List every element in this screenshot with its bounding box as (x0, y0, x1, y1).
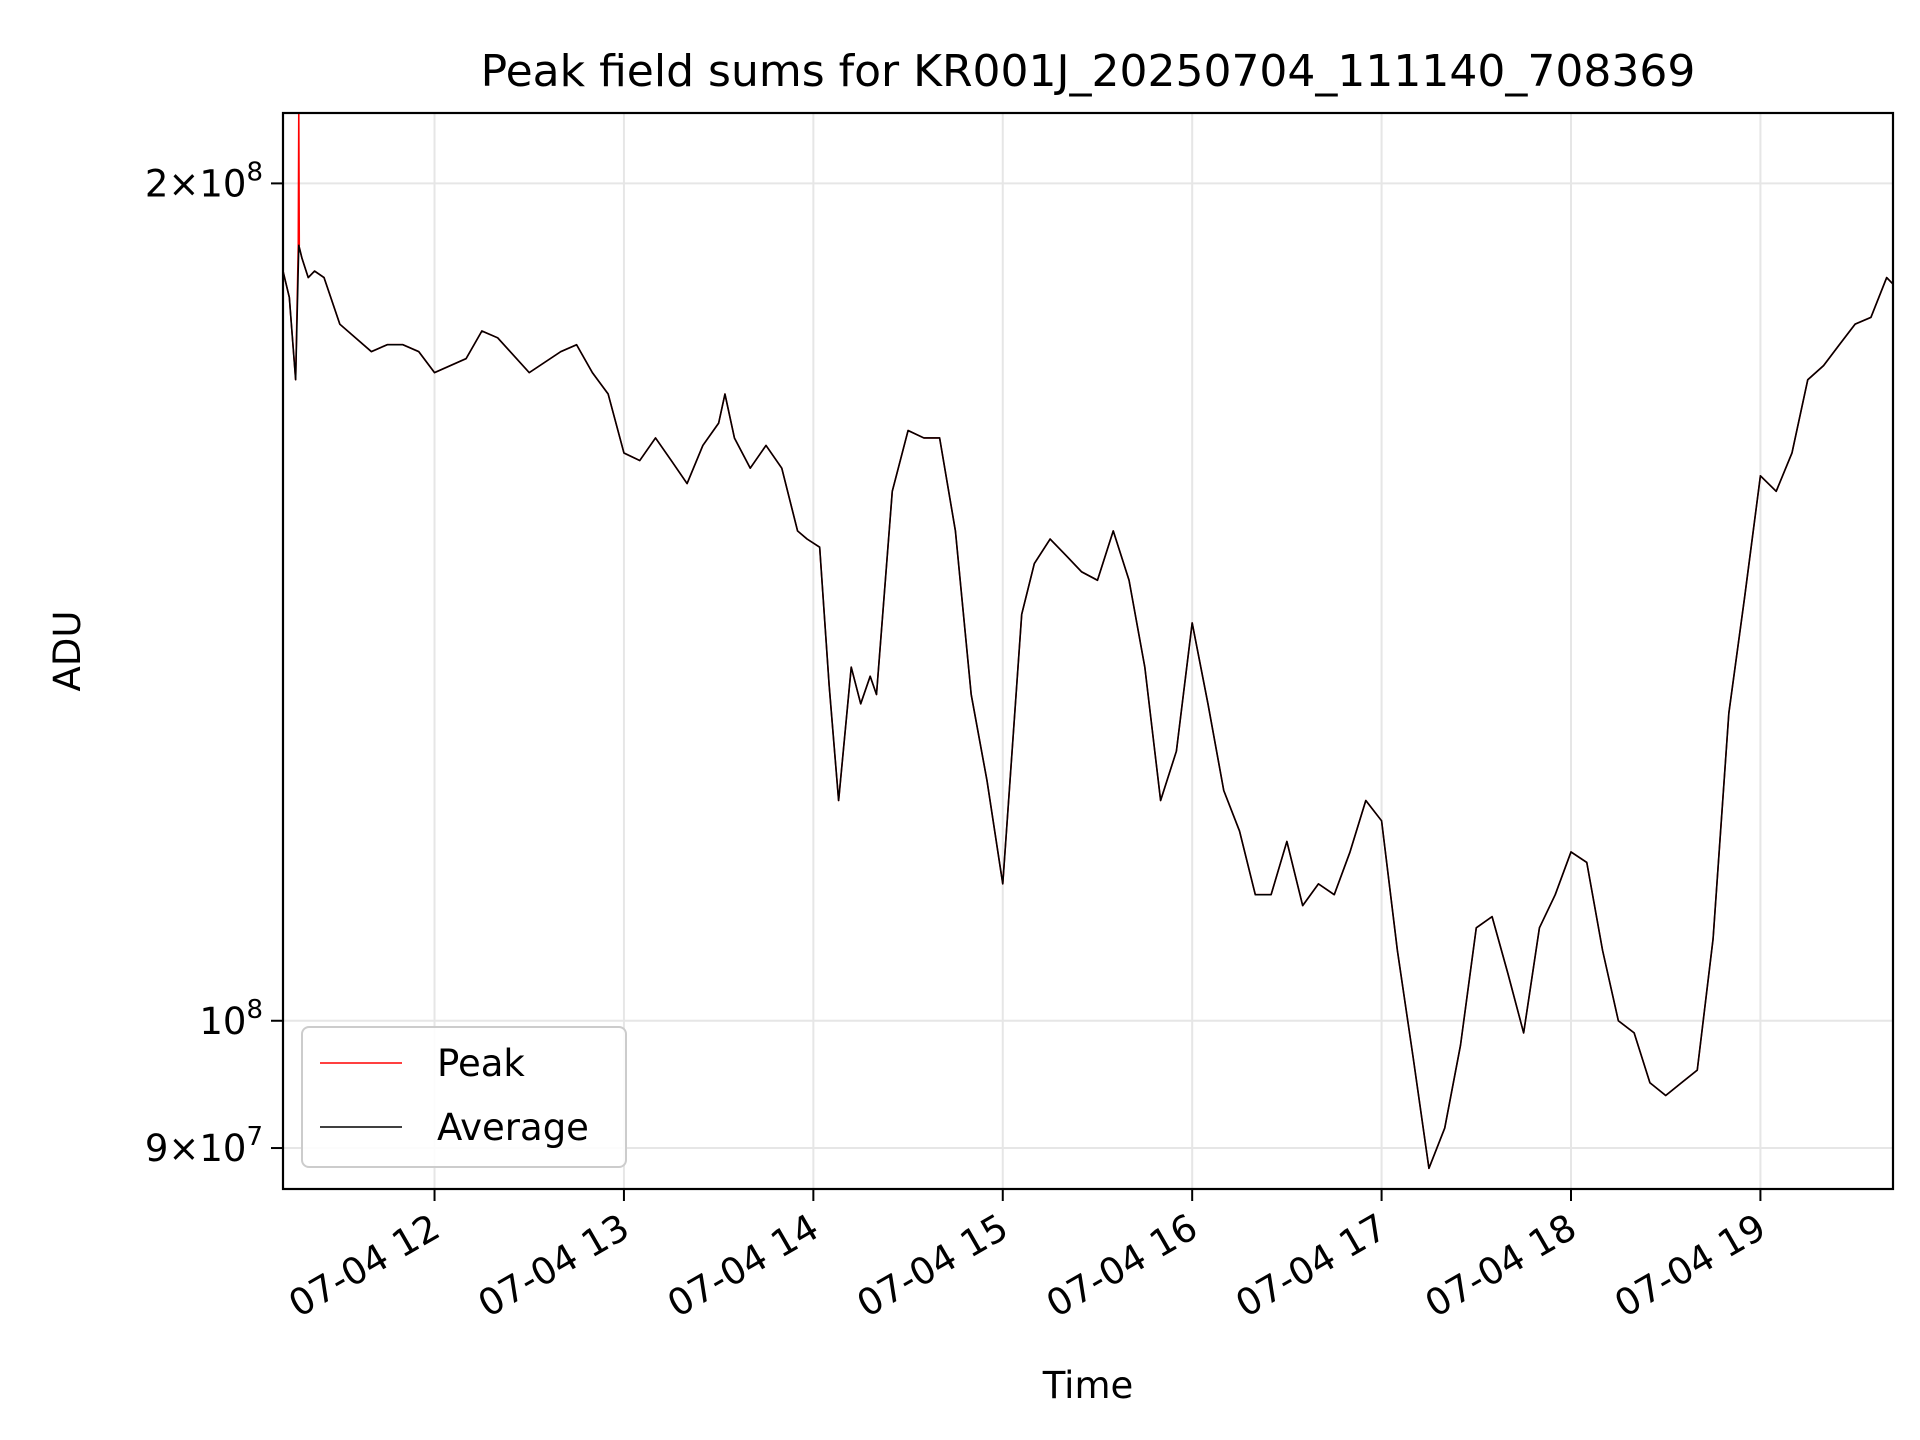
y-axis-title: ADU (46, 611, 89, 692)
legend: Peak Average (301, 1026, 627, 1168)
y-tick-label: 2×108 (145, 157, 263, 205)
plot-frame (281, 111, 1895, 1191)
series-line-average (282, 244, 1894, 1170)
x-axis-title: Time (1042, 1364, 1134, 1407)
series-layer (282, 112, 1894, 1170)
y-tick-label: 9×107 (145, 1122, 263, 1170)
legend-label-average: Average (437, 1106, 589, 1149)
legend-label-peak: Peak (437, 1042, 525, 1085)
legend-box (301, 1026, 627, 1168)
y-axis: 2×108 108 9×107 (145, 157, 283, 1170)
grid (283, 113, 1893, 1189)
chart-title: Peak field sums for KR001J_20250704_1111… (481, 46, 1696, 97)
y-tick-label: 108 (199, 995, 263, 1043)
